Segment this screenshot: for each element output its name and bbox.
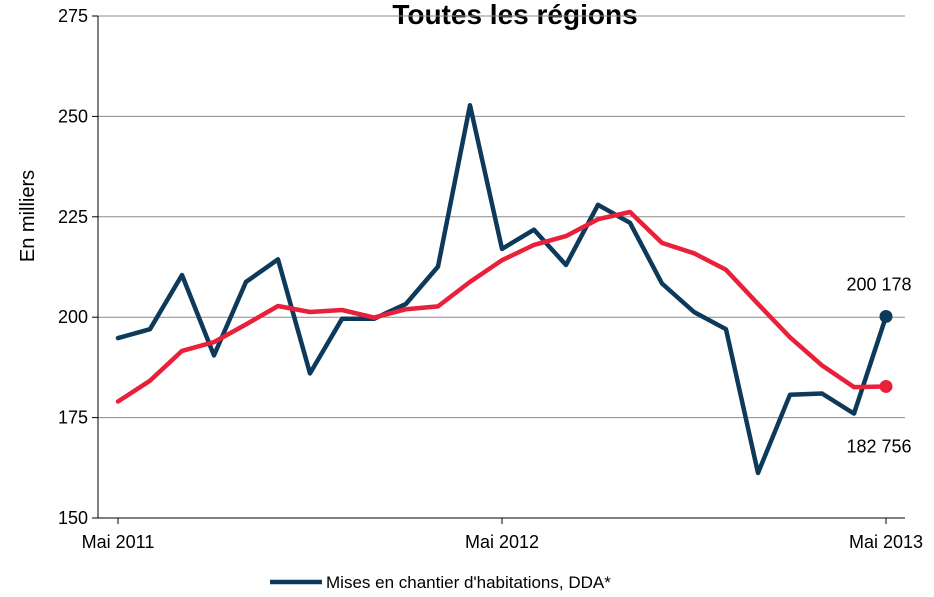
legend-label: Mises en chantier d'habitations, DDA* <box>326 573 611 592</box>
y-axis-title: En milliers <box>17 170 39 262</box>
y-tick-label-2: 200 <box>58 307 88 327</box>
data-label-0: 200 178 <box>846 274 911 294</box>
end-markers <box>879 309 893 393</box>
y-tick-label-5: 275 <box>58 6 88 26</box>
y-tick-label-1: 175 <box>58 408 88 428</box>
data-labels: 200 178 182 756 <box>846 274 911 456</box>
series-line-1 <box>115 209 889 404</box>
chart-title: Toutes les régions <box>392 0 637 30</box>
x-tick-label-0: Mai 2011 <box>82 532 155 552</box>
end-marker-1 <box>879 379 893 393</box>
x-tick-label-1: Mai 2012 <box>465 532 539 552</box>
data-label-1: 182 756 <box>846 436 911 456</box>
series-line-0 <box>115 102 889 476</box>
y-tick-labels: 150 175 200 225 250 275 <box>58 6 88 528</box>
y-tick-label-0: 150 <box>58 508 88 528</box>
end-marker-0 <box>879 309 893 323</box>
series-lines <box>115 102 889 476</box>
y-tick-label-3: 225 <box>58 207 88 227</box>
x-tick-label-2: Mai 2013 <box>849 532 923 552</box>
legend: Mises en chantier d'habitations, DDA* <box>270 573 611 592</box>
y-tick-label-4: 250 <box>58 106 88 126</box>
gridlines <box>98 15 905 419</box>
x-tick-labels: Mai 2011 Mai 2012 Mai 2013 <box>82 532 923 552</box>
axes <box>92 15 905 524</box>
